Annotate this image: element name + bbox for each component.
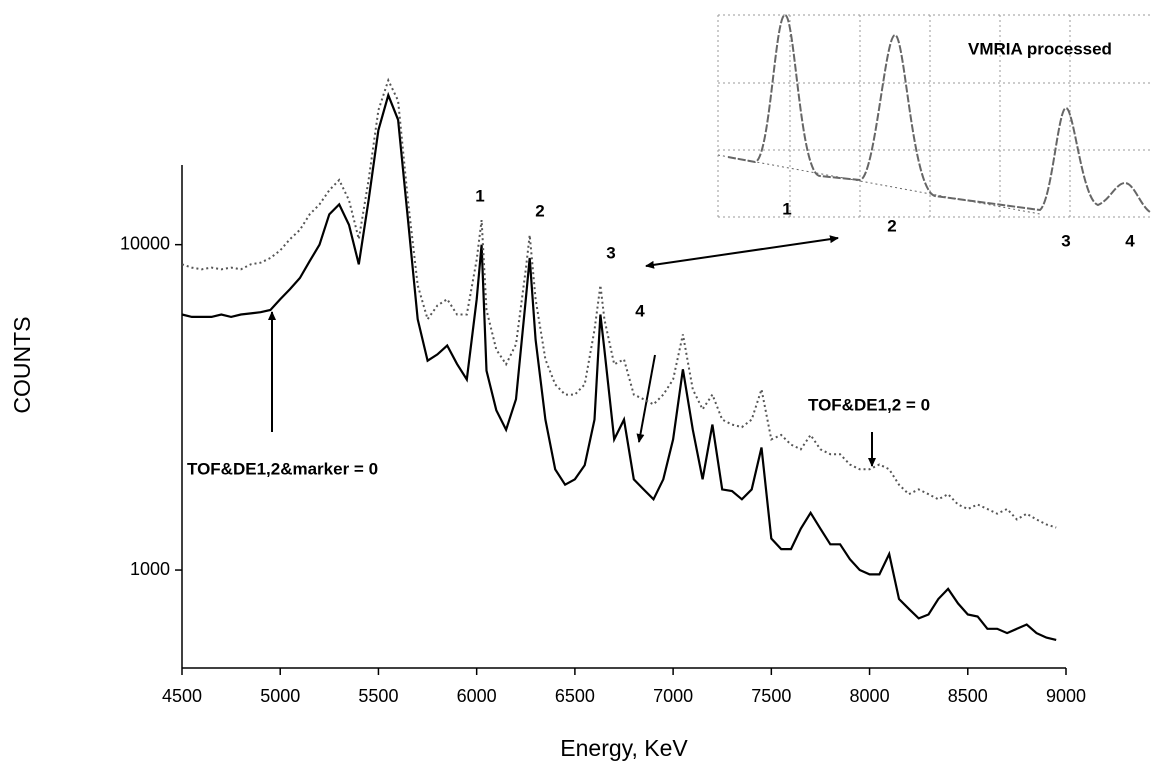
annotation: TOF&DE1,2&marker = 0 [187,459,378,478]
arrow [636,354,656,443]
x-tick-label: 6000 [457,686,497,706]
inset-peak-label: 4 [1125,231,1135,250]
x-tick-label: 7500 [751,686,791,706]
series-line [181,77,1057,529]
annotation: TOF&DE1,2 = 0 [808,395,930,414]
x-tick-label: 8000 [850,686,890,706]
x-tick-label: 5500 [358,686,398,706]
x-tick-label: 4500 [162,686,202,706]
inset: VMRIA processed 1 2 3 4 [717,13,1151,250]
inset-peak-label: 3 [1061,231,1070,250]
peak-label: 4 [635,301,645,320]
inset-baseline [717,154,1041,215]
series-line [181,91,1057,641]
inset-title: VMRIA processed [968,39,1112,58]
inset-grid [717,14,1150,218]
peak-label: 2 [535,201,544,220]
inset-peak-label: 1 [782,199,791,218]
x-tick-label: 6500 [555,686,595,706]
x-axis-title: Energy, KeV [560,735,688,761]
peak-label: 1 [475,186,484,205]
y-axis-title: COUNTS [9,316,35,413]
x-tick-label: 9000 [1046,686,1086,706]
x-tick-label: 8500 [948,686,988,706]
y-tick-label: 1000 [130,559,170,579]
inset-peak-label: 2 [887,216,896,235]
x-tick-label: 5000 [260,686,300,706]
arrow [645,235,839,269]
x-tick-label: 7000 [653,686,693,706]
peak-label: 3 [606,243,615,262]
y-tick-label: 10000 [120,233,170,253]
inset-curve [727,13,1151,213]
